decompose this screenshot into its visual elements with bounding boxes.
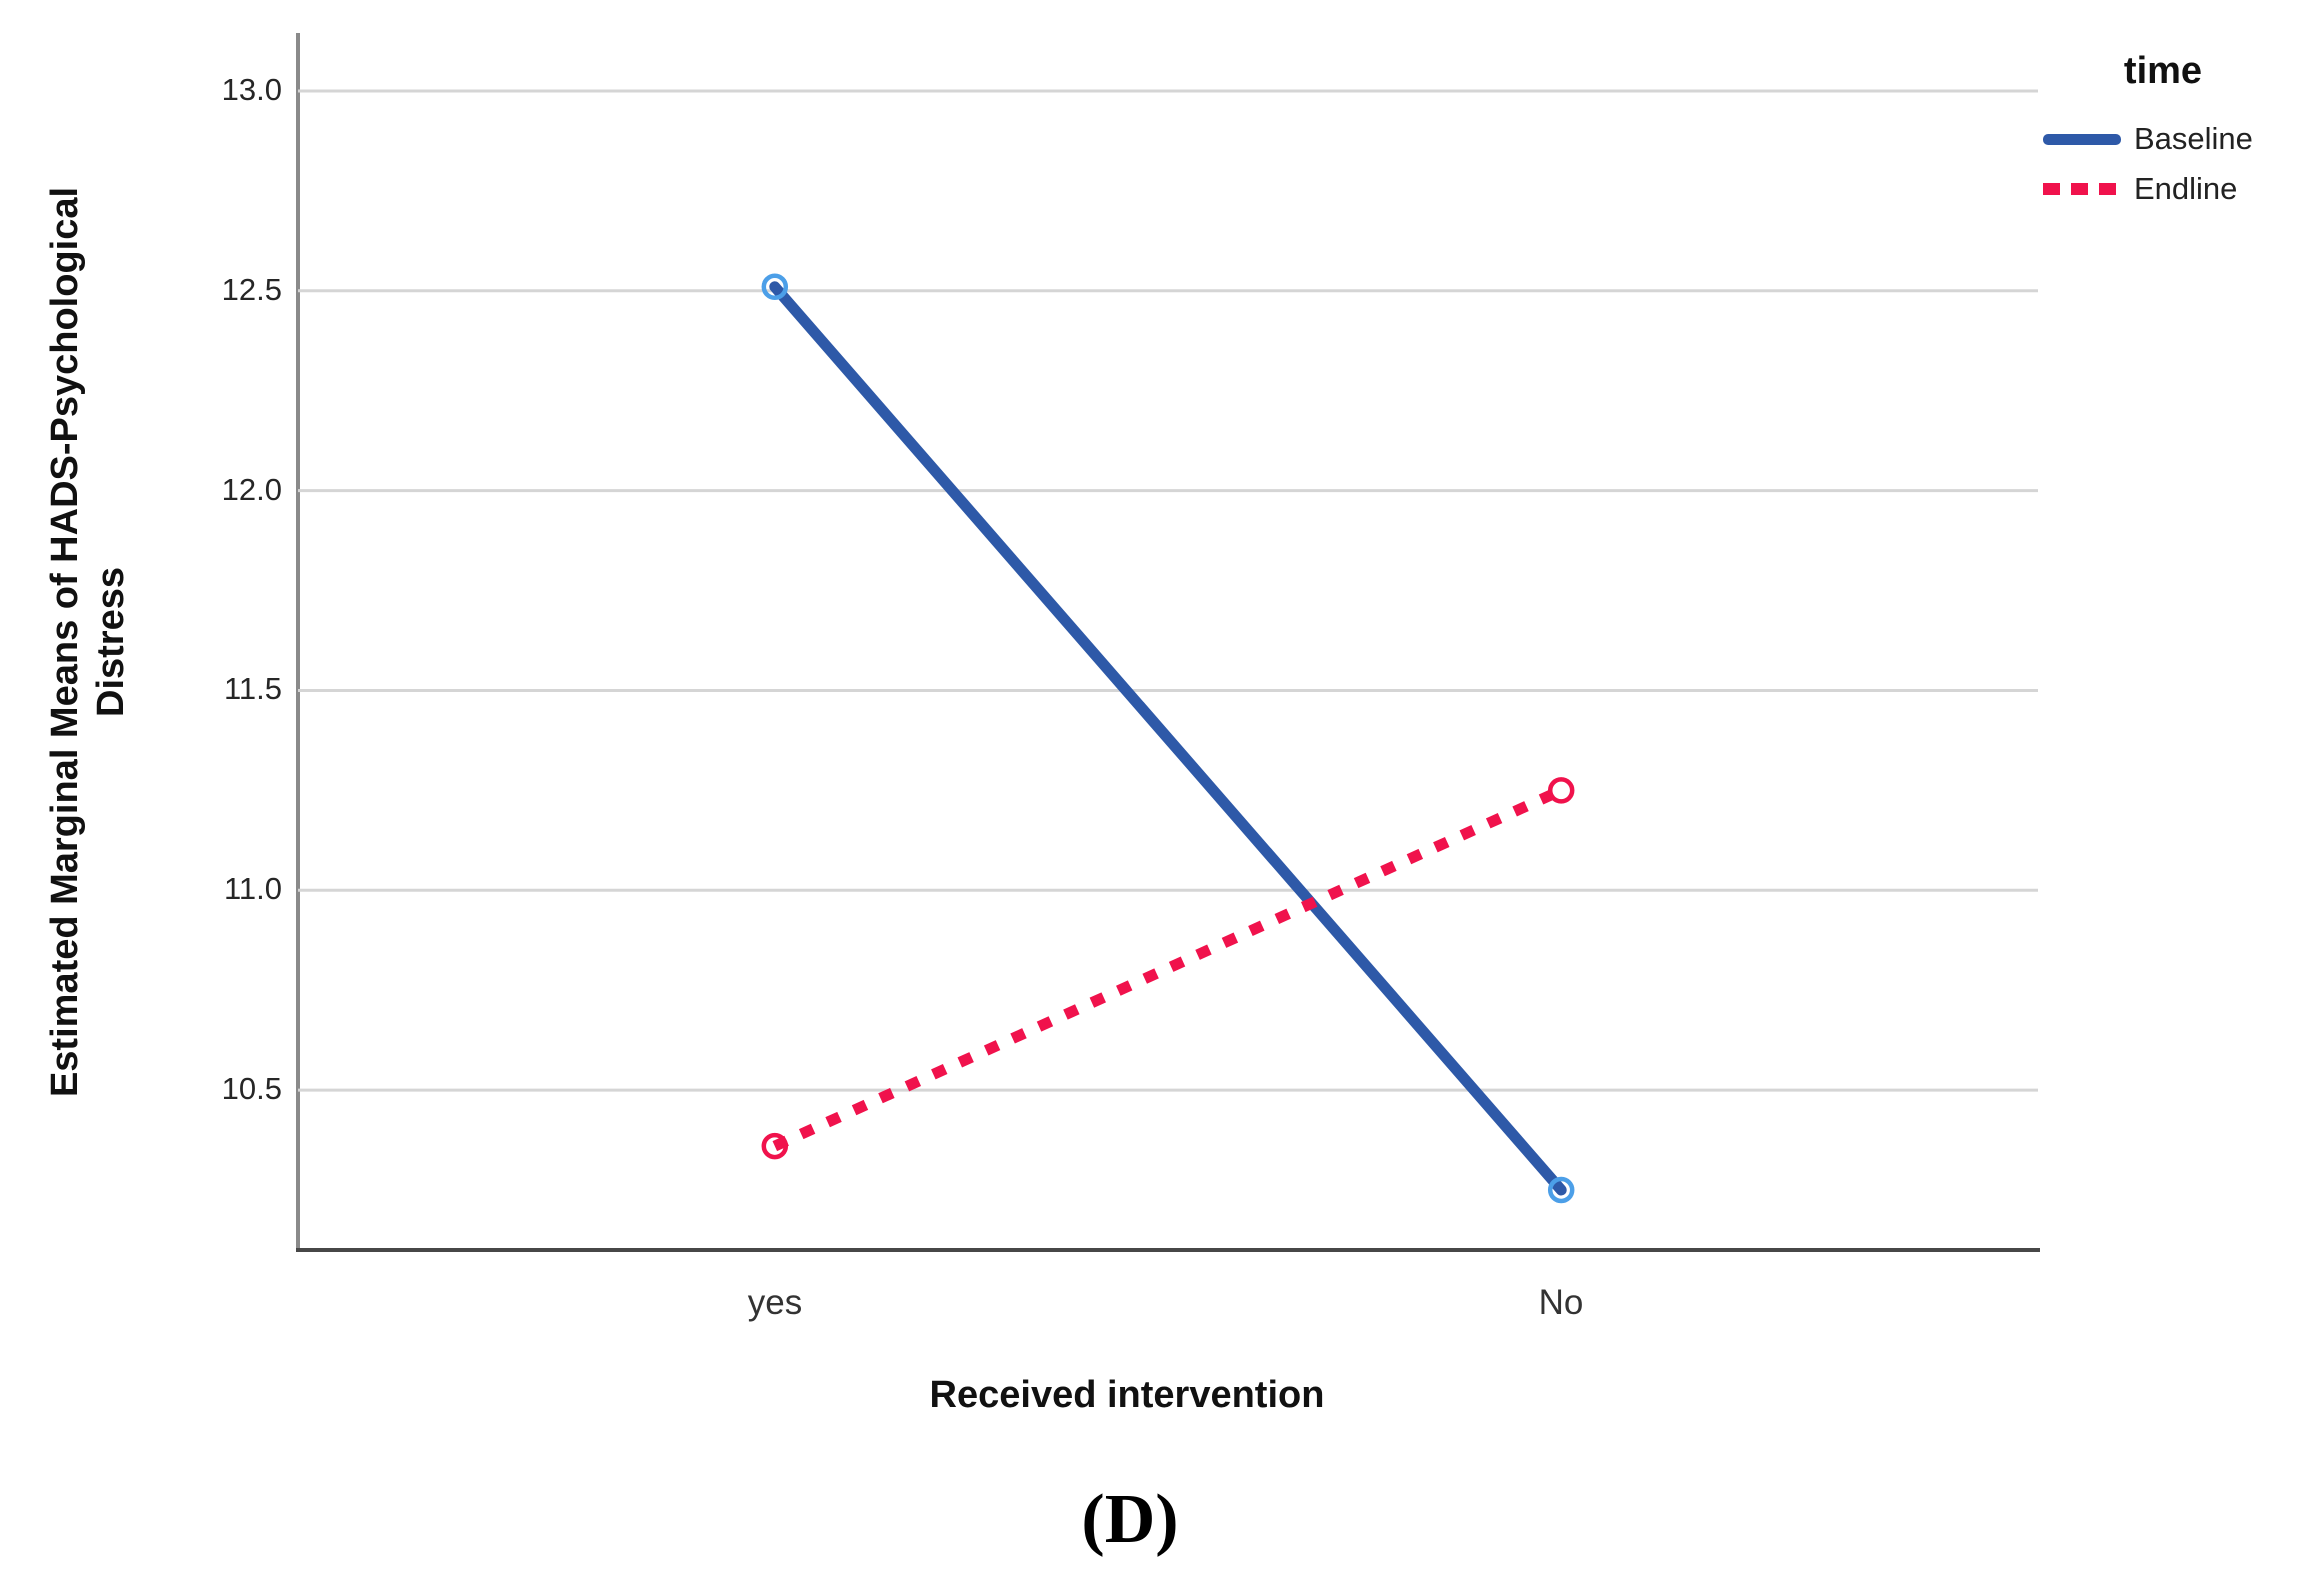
x-axis-title: Received intervention [929, 1374, 1325, 1416]
baseline-line-swatch-icon [2043, 133, 2121, 145]
series-line-baseline [769, 281, 1567, 1196]
legend-entry-endline: Endline [2043, 171, 2321, 207]
y-tick-label: 11.5 [223, 671, 282, 707]
y-tick-label: 12.5 [221, 271, 282, 307]
legend-entry-baseline: Baseline [2043, 121, 2321, 157]
y-axis-title-line1: Estimated Marginal Means of HADS-Psychol… [44, 186, 86, 1098]
figure-caption: (D) [1081, 1481, 1179, 1558]
legend-label-endline: Endline [2134, 171, 2238, 206]
endline-dotted-swatch-icon [2043, 183, 2121, 195]
data-point-endline-yes [761, 1132, 789, 1160]
series-line-endline [772, 785, 1564, 1152]
y-tick-label: 13.0 [221, 71, 282, 107]
x-tick-label-no: No [1538, 1283, 1584, 1322]
y-tick-label: 10.5 [221, 1071, 282, 1107]
legend-title: time [2123, 50, 2203, 92]
data-point-endline-no [1547, 777, 1575, 804]
x-axis-line [296, 1248, 2040, 1252]
legend-label-baseline: Baseline [2134, 121, 2253, 156]
data-point-baseline-yes [761, 273, 789, 301]
y-axis-title-line2: Distress [90, 567, 132, 717]
x-tick-label-yes: yes [747, 1283, 803, 1322]
y-axis-line [296, 33, 300, 1252]
y-tick-label: 12.0 [221, 471, 282, 507]
y-tick-label: 11.0 [223, 871, 282, 907]
line-chart [298, 89, 2038, 1204]
y-axis-title: Estimated Marginal Means of HADS-Psychol… [42, 0, 134, 1392]
plot-area [298, 35, 2038, 1250]
data-point-baseline-no [1547, 1176, 1575, 1204]
legend: time Baseline Endline [2043, 50, 2321, 207]
